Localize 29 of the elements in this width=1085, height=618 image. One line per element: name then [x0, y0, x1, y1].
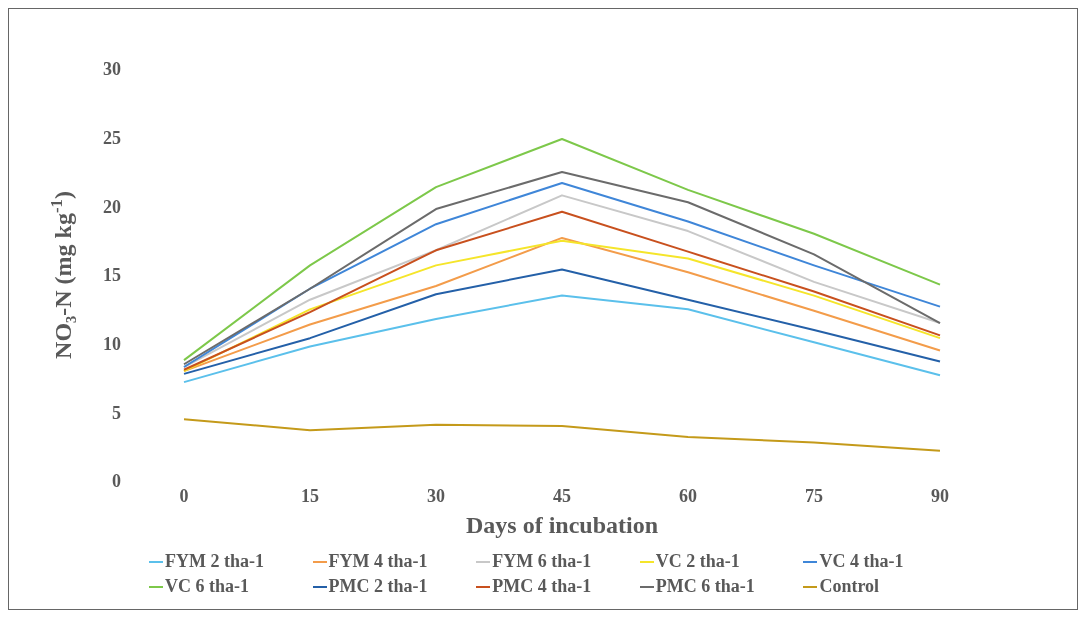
y-tick-label: 30	[103, 59, 121, 80]
legend-label: FYM 4 tha-1	[328, 551, 428, 572]
line-series	[183, 418, 941, 452]
legend-label: VC 2 tha-1	[655, 551, 740, 572]
y-tick-label: 5	[112, 402, 121, 423]
x-tick-label: 45	[553, 485, 571, 506]
line-series	[183, 138, 941, 362]
legend-label: FYM 2 tha-1	[165, 551, 264, 572]
x-tick-label: 90	[931, 485, 949, 506]
legend-label: FYM 6 tha-1	[492, 551, 592, 572]
line-series	[183, 268, 941, 375]
x-tick-label: 30	[427, 485, 445, 506]
x-tick-label: 15	[301, 485, 319, 506]
x-tick-label: 75	[805, 485, 823, 506]
y-tick-label: 25	[103, 128, 121, 149]
legend-label: VC 4 tha-1	[819, 551, 904, 572]
x-axis-title: Days of incubation	[465, 512, 659, 538]
line-series	[183, 294, 941, 384]
x-tick-label: 60	[679, 485, 697, 506]
legend-label: PMC 6 tha-1	[655, 576, 755, 597]
legend-label: VC 6 tha-1	[165, 576, 249, 597]
legend-label: Control	[819, 576, 880, 597]
legend-label: PMC 2 tha-1	[328, 576, 428, 597]
x-tick-label: 0	[179, 485, 189, 506]
y-tick-label: 15	[103, 265, 121, 286]
y-tick-label: 0	[112, 471, 121, 492]
y-tick-label: 20	[103, 196, 121, 217]
y-tick-label: 10	[103, 334, 121, 355]
legend-label: PMC 4 tha-1	[492, 576, 592, 597]
